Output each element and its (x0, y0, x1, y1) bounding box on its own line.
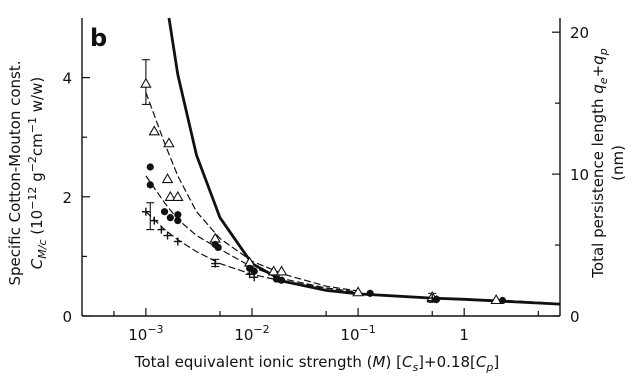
x-tick-label: 10−2 (234, 323, 269, 344)
x-title-text: ]+0.18[ (418, 353, 476, 371)
y-left-title-sup: −1 (26, 117, 39, 133)
x-tick-base: 10 (128, 326, 147, 344)
data-point-plus (245, 270, 254, 279)
data-point-circle (174, 211, 182, 219)
fit-line-tail (358, 292, 561, 305)
fit-line-series-3 (145, 211, 359, 293)
x-title-sub: p (485, 361, 493, 374)
x-tick-base: 10 (340, 326, 359, 344)
y-right-tick-label: 10 (570, 166, 589, 184)
x-title-text: ] (493, 353, 499, 371)
y-right-tick-label: 0 (570, 308, 580, 326)
data-point-plus (275, 275, 284, 284)
data-point-triangle (148, 125, 161, 136)
x-tick-base: 10 (234, 326, 253, 344)
y-left-title-sup: −2 (26, 156, 39, 172)
data-point-circle (166, 214, 174, 222)
data-point-plus (157, 225, 166, 234)
y-right-title-var: q (589, 84, 607, 94)
data-point-plus (428, 294, 437, 303)
data-point-plus (163, 231, 172, 240)
y-left-title-text: cm (28, 133, 46, 156)
y-right-title-line1: Total persistence length qe+qp (589, 48, 610, 278)
data-point-triangle (140, 77, 152, 88)
x-title-text: Total equivalent ionic strength ( (134, 353, 373, 371)
x-title-text: ) [ (385, 353, 401, 371)
data-point-plus (141, 207, 150, 216)
panel-label: b (90, 24, 107, 52)
y-left-title-text: (10 (28, 210, 46, 240)
data-point-triangle (209, 232, 221, 243)
y-left-title-text: w/w) (28, 77, 46, 117)
data-point-circle (366, 289, 374, 297)
y-left-title-var: C (28, 258, 46, 269)
x-tick-exponent: −3 (147, 323, 163, 336)
data-point-plus (250, 273, 259, 282)
x-tick-label: 1 (459, 326, 469, 344)
y-right-title-text: + (589, 65, 607, 78)
y-left-tick-label: 2 (62, 189, 72, 207)
x-tick-label: 10−3 (128, 323, 163, 344)
data-point-plus (432, 295, 441, 304)
data-point-circle (250, 267, 258, 275)
x-title-unit: M (373, 353, 386, 371)
data-point-triangle (267, 265, 280, 276)
y-left-title-text: g (28, 172, 46, 186)
data-point-triangle (161, 173, 174, 184)
y-left-title-sup: −12 (26, 187, 39, 210)
data-point-circle (174, 217, 182, 225)
y-right-title-sub: p (597, 48, 610, 56)
x-axis-title: Total equivalent ionic strength (M) [Cs]… (134, 353, 499, 374)
x-tick-base: 1 (459, 326, 469, 344)
data-point-triangle (164, 190, 177, 201)
x-title-sub: s (412, 361, 418, 374)
x-tick-label: 10−1 (340, 323, 375, 344)
x-tick-exponent: −1 (360, 323, 376, 336)
data-point-triangle (172, 190, 184, 201)
data-point-triangle (352, 286, 364, 297)
data-point-circle (146, 163, 154, 171)
x-title-var: C (402, 353, 413, 371)
data-point-plus (150, 216, 159, 225)
y-left-title-sub: M/c (36, 240, 49, 259)
y-right-title-var: q (589, 55, 607, 65)
data-point-circle (214, 243, 222, 252)
data-point-circle (160, 208, 169, 216)
y-right-title-text: Total persistence length (589, 94, 607, 279)
data-point-triangle (490, 293, 502, 305)
data-point-plus (211, 259, 220, 268)
y-left-title-line2: CM/c (10−12 g−2cm−1 w/w) (26, 77, 49, 269)
data-point-triangle (275, 265, 288, 276)
y-right-title-line2: (nm) (609, 145, 627, 181)
y-right-tick-label: 20 (570, 24, 589, 42)
y-left-tick-label: 0 (62, 308, 72, 326)
x-tick-exponent: −2 (253, 323, 269, 336)
y-left-title-line1: Specific Cotton-Mouton const. (6, 60, 24, 285)
data-point-triangle (163, 137, 175, 148)
theory-curve (167, 17, 561, 306)
data-point-circle (498, 296, 507, 305)
y-left-tick-label: 4 (62, 70, 72, 88)
data-point-plus (173, 237, 182, 246)
data-point-circle (146, 181, 154, 189)
x-title-var: C (476, 353, 487, 371)
y-right-title-sub: e (597, 77, 610, 84)
fit-line-series-1 (145, 92, 359, 292)
